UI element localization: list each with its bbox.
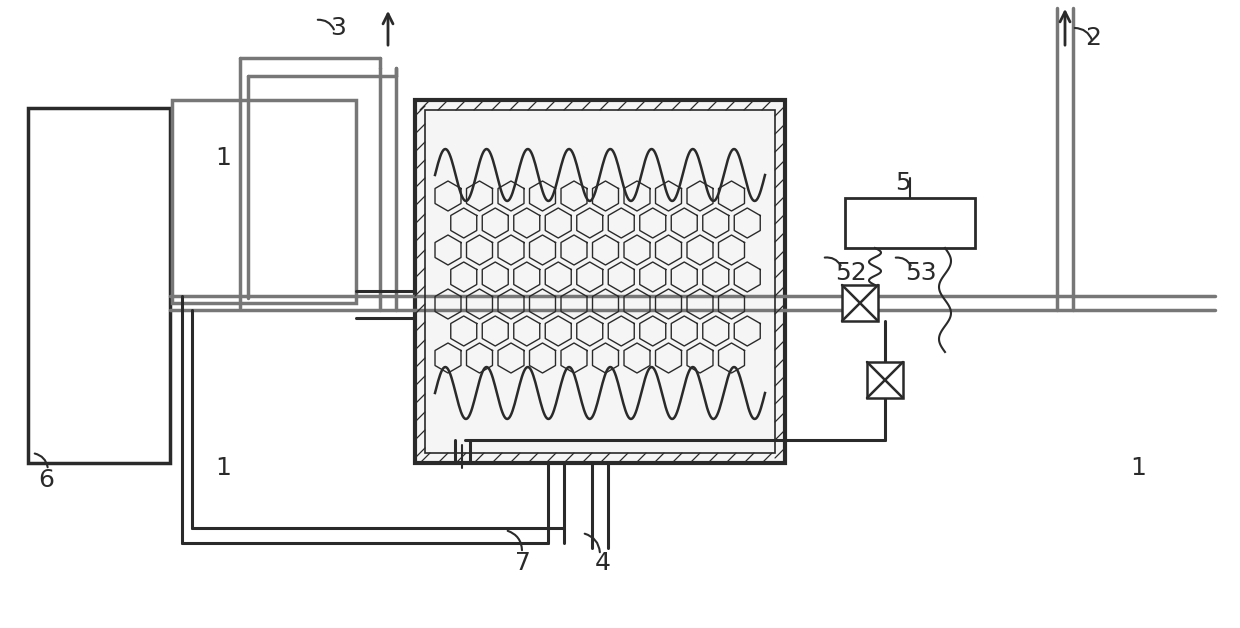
Text: 53: 53 [905, 261, 936, 285]
Text: 4: 4 [595, 551, 611, 575]
Text: 1: 1 [215, 146, 231, 170]
Bar [172, 100, 356, 303]
Text: 1: 1 [1130, 456, 1146, 480]
Text: 7: 7 [515, 551, 531, 575]
Bar [867, 362, 903, 398]
Bar [415, 100, 785, 463]
Bar [842, 285, 878, 321]
Bar [425, 110, 775, 453]
Text: 52: 52 [835, 261, 867, 285]
Text: 2: 2 [1085, 26, 1101, 50]
Bar [29, 108, 170, 463]
Bar [844, 198, 975, 248]
Text: 3: 3 [330, 16, 346, 40]
Text: 5: 5 [895, 171, 910, 195]
Text: 6: 6 [38, 468, 55, 492]
Text: 1: 1 [215, 456, 231, 480]
